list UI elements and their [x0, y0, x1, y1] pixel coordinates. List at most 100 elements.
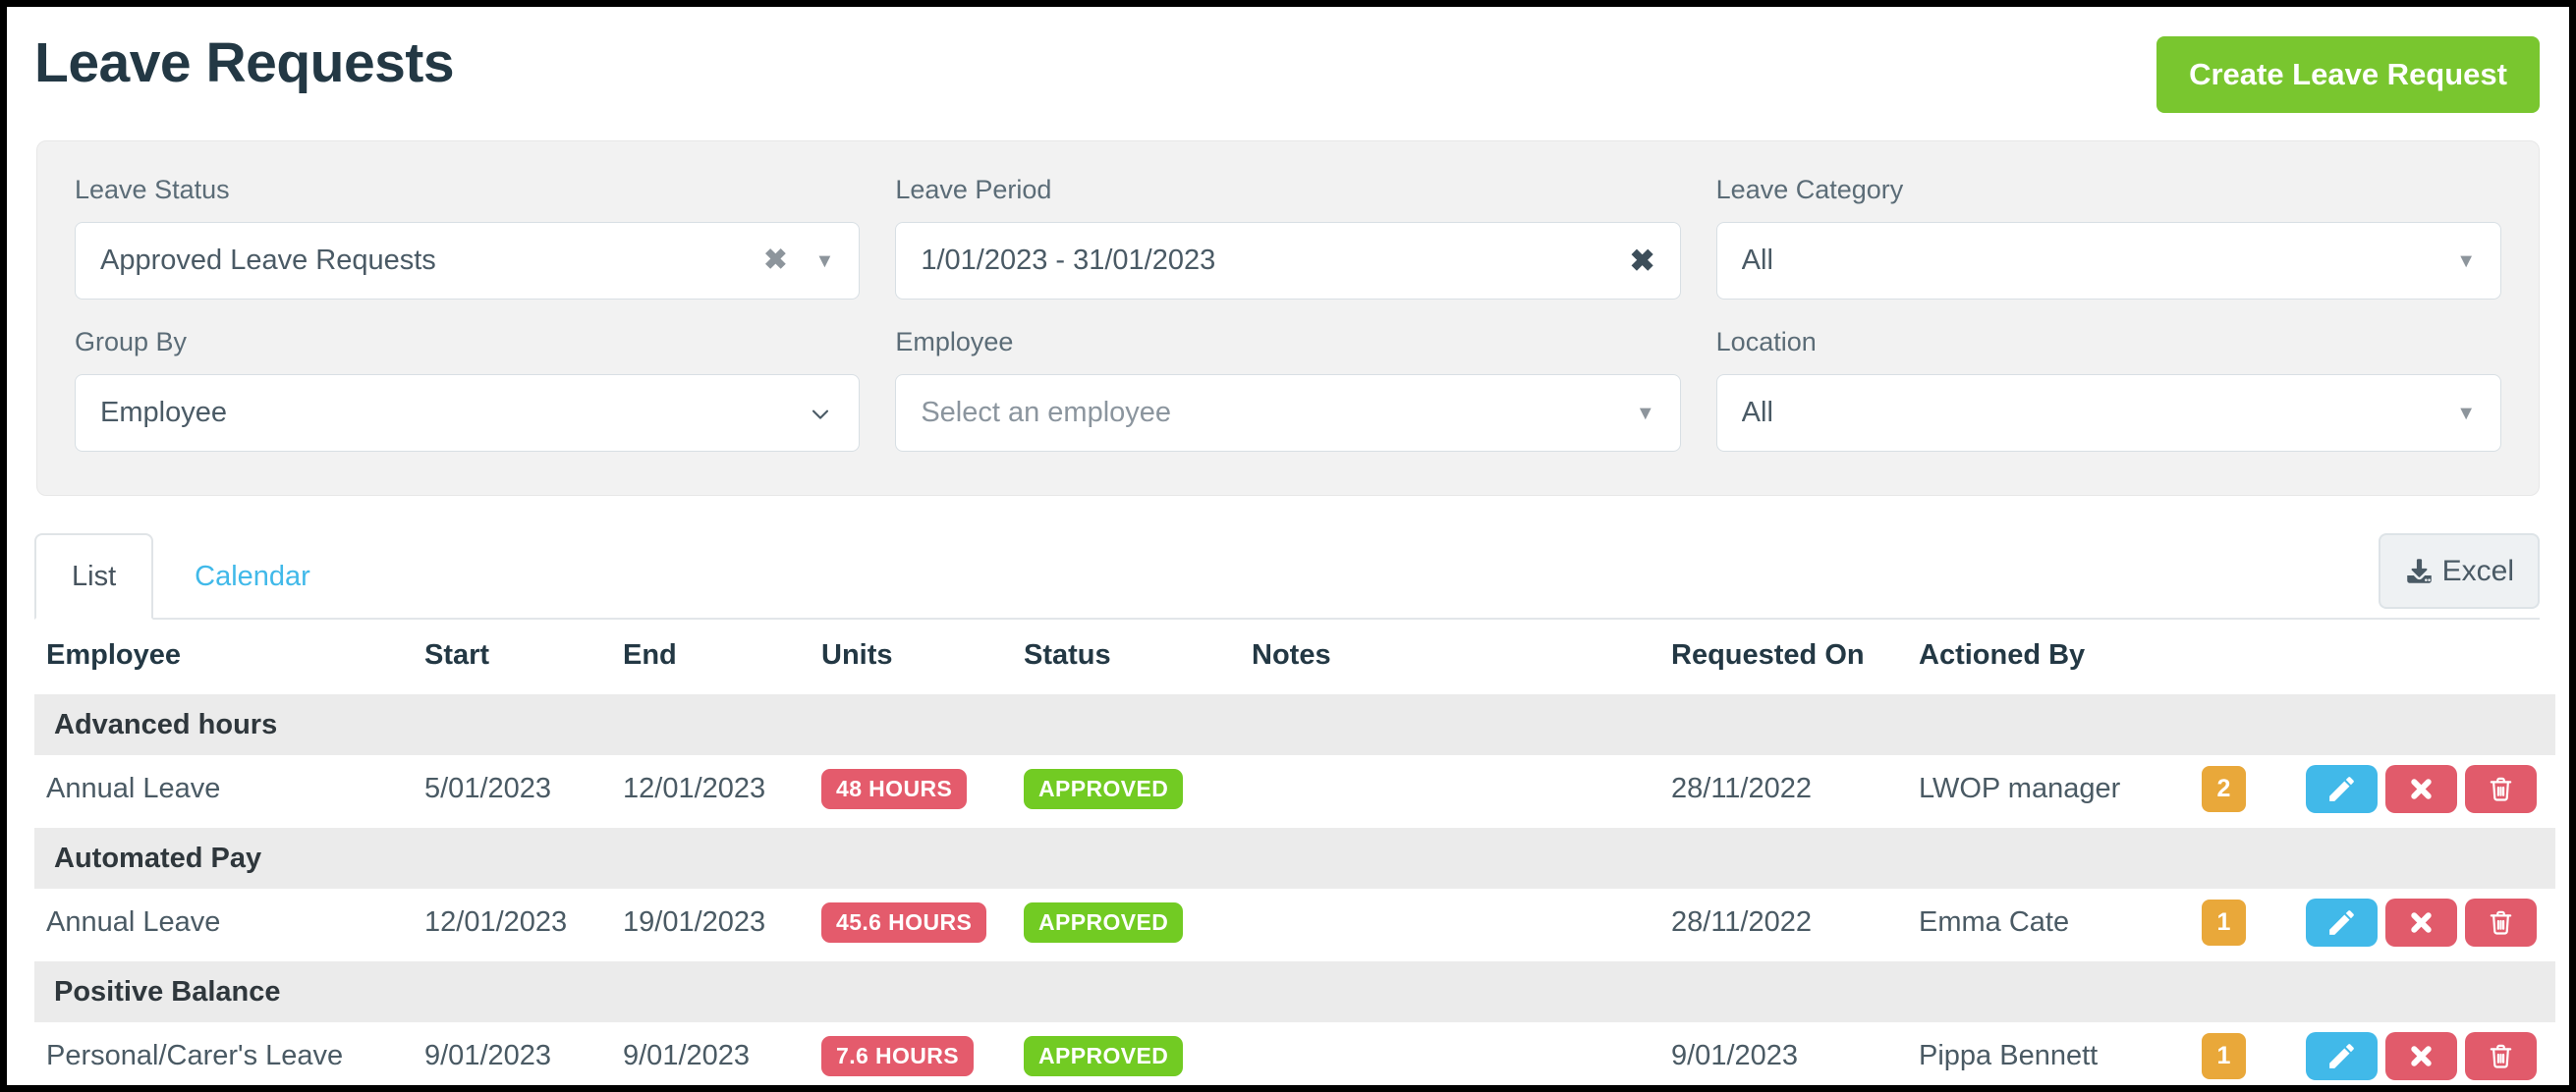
- group-header-row: Positive Balance: [34, 956, 2555, 1022]
- x-icon: [2411, 1046, 2432, 1066]
- excel-export-button[interactable]: Excel: [2378, 533, 2540, 609]
- group-header-row: Advanced hours: [34, 689, 2555, 755]
- count-badge[interactable]: 1: [2202, 900, 2246, 946]
- cell-actioned-by: Pippa Bennett: [1907, 1022, 2190, 1085]
- excel-button-label: Excel: [2441, 554, 2514, 587]
- group-header-label: Automated Pay: [34, 823, 2555, 889]
- tab-calendar[interactable]: Calendar: [195, 560, 310, 592]
- group-header-row: Automated Pay: [34, 823, 2555, 889]
- decline-button[interactable]: [2385, 899, 2457, 947]
- download-icon: [2404, 556, 2435, 586]
- status-badge: APPROVED: [1024, 769, 1184, 809]
- cell-start-date: 5/01/2023: [413, 755, 611, 827]
- units-badge: 45.6 HOURS: [821, 902, 987, 943]
- cell-actions: [2294, 1022, 2555, 1085]
- delete-button[interactable]: [2465, 765, 2537, 813]
- edit-button[interactable]: [2306, 765, 2378, 813]
- leave-category-select[interactable]: All ▼: [1715, 222, 2501, 300]
- leave-request-row: Personal/Carer's Leave 9/01/2023 9/01/20…: [34, 1022, 2555, 1085]
- cell-end-date: 19/01/2023: [611, 889, 810, 960]
- edit-button[interactable]: [2306, 1032, 2378, 1080]
- leave-request-row: Annual Leave 12/01/2023 19/01/2023 45.6 …: [34, 889, 2555, 960]
- cell-badge: 1: [2190, 889, 2294, 960]
- cell-leave-type: Annual Leave: [34, 755, 413, 827]
- edit-button[interactable]: [2306, 899, 2378, 947]
- filter-employee: Employee Select an employee ▼: [895, 327, 1681, 452]
- employee-select[interactable]: Select an employee ▼: [895, 374, 1681, 452]
- cell-end-date: 12/01/2023: [611, 755, 810, 827]
- col-status: Status: [1012, 620, 1240, 693]
- caret-down-icon[interactable]: ▼: [2456, 249, 2476, 272]
- pencil-icon: [2329, 777, 2354, 801]
- filter-leave-category: Leave Category All ▼: [1715, 175, 2501, 300]
- group-by-select[interactable]: Employee: [75, 374, 861, 452]
- leave-category-label: Leave Category: [1715, 175, 1904, 204]
- leave-status-value: Approved Leave Requests: [100, 245, 436, 276]
- location-label: Location: [1715, 327, 1817, 356]
- tab-bar: List Calendar Excel: [34, 533, 2540, 620]
- decline-button[interactable]: [2385, 765, 2457, 813]
- cell-leave-type: Annual Leave: [34, 889, 413, 960]
- table-header-row: Employee Start End Units Status Notes Re…: [34, 620, 2555, 693]
- filter-leave-period: Leave Period 1/01/2023 - 31/01/2023 ✖: [895, 175, 1681, 300]
- trash-icon: [2490, 910, 2512, 935]
- cell-actioned-by: Emma Cate: [1907, 889, 2190, 960]
- cell-status: APPROVED: [1012, 1022, 1240, 1085]
- col-employee: Employee: [34, 620, 413, 693]
- delete-button[interactable]: [2465, 899, 2537, 947]
- leave-period-label: Leave Period: [895, 175, 1052, 204]
- filter-group-by: Group By Employee: [75, 327, 861, 452]
- page-title: Leave Requests: [34, 31, 455, 94]
- leave-request-row: Annual Leave 5/01/2023 12/01/2023 48 HOU…: [34, 755, 2555, 827]
- leave-category-value: All: [1741, 245, 1773, 276]
- decline-button[interactable]: [2385, 1032, 2457, 1080]
- status-badge: APPROVED: [1024, 902, 1184, 943]
- cell-badge: 1: [2190, 1022, 2294, 1085]
- chevron-down-icon: [807, 400, 834, 427]
- cell-units: 48 HOURS: [810, 755, 1012, 827]
- cell-status: APPROVED: [1012, 889, 1240, 960]
- location-select[interactable]: All ▼: [1715, 374, 2501, 452]
- cell-actions: [2294, 755, 2555, 827]
- caret-down-icon[interactable]: ▼: [814, 249, 835, 272]
- employee-label: Employee: [895, 327, 1014, 356]
- count-badge[interactable]: 2: [2202, 766, 2246, 812]
- pencil-icon: [2329, 910, 2354, 935]
- group-by-label: Group By: [75, 327, 188, 356]
- caret-down-icon[interactable]: ▼: [1635, 402, 1655, 424]
- trash-icon: [2490, 1044, 2512, 1068]
- filter-location: Location All ▼: [1715, 327, 2501, 452]
- clear-icon[interactable]: ✖: [1629, 244, 1655, 278]
- cell-requested-on: 28/11/2022: [1659, 755, 1907, 827]
- cell-notes: [1240, 889, 1659, 960]
- create-leave-request-button[interactable]: Create Leave Request: [2156, 36, 2540, 113]
- status-badge: APPROVED: [1024, 1036, 1184, 1076]
- col-notes: Notes: [1240, 620, 1659, 693]
- cell-badge: 2: [2190, 755, 2294, 827]
- units-badge: 7.6 HOURS: [821, 1036, 975, 1076]
- cell-leave-type: Personal/Carer's Leave: [34, 1022, 413, 1085]
- caret-down-icon[interactable]: ▼: [2456, 402, 2476, 424]
- leave-period-input[interactable]: 1/01/2023 - 31/01/2023 ✖: [895, 222, 1681, 300]
- cell-status: APPROVED: [1012, 755, 1240, 827]
- clear-icon[interactable]: ✖: [763, 245, 788, 276]
- cell-units: 45.6 HOURS: [810, 889, 1012, 960]
- trash-icon: [2490, 777, 2512, 801]
- col-badge: [2190, 620, 2294, 693]
- tab-list[interactable]: List: [34, 533, 154, 620]
- leave-status-label: Leave Status: [75, 175, 230, 204]
- leave-period-value: 1/01/2023 - 31/01/2023: [921, 245, 1216, 276]
- delete-button[interactable]: [2465, 1032, 2537, 1080]
- filter-panel: Leave Status Approved Leave Requests ✖ ▼…: [36, 140, 2540, 496]
- count-badge[interactable]: 1: [2202, 1033, 2246, 1079]
- x-icon: [2411, 912, 2432, 933]
- cell-start-date: 9/01/2023: [413, 1022, 611, 1085]
- leave-status-select[interactable]: Approved Leave Requests ✖ ▼: [75, 222, 861, 300]
- cell-actioned-by: LWOP manager: [1907, 755, 2190, 827]
- x-icon: [2411, 779, 2432, 799]
- cell-requested-on: 9/01/2023: [1659, 1022, 1907, 1085]
- col-actioned-by: Actioned By: [1907, 620, 2190, 693]
- cell-notes: [1240, 755, 1659, 827]
- location-value: All: [1741, 397, 1773, 428]
